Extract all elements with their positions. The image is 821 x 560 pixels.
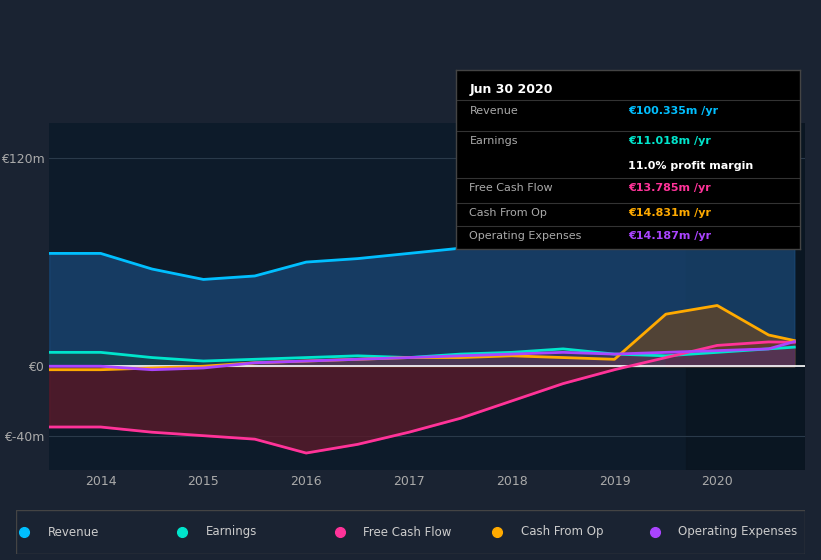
Text: Operating Expenses: Operating Expenses xyxy=(470,231,582,241)
Text: Earnings: Earnings xyxy=(470,136,518,146)
Text: €11.018m /yr: €11.018m /yr xyxy=(628,136,711,146)
Text: €14.831m /yr: €14.831m /yr xyxy=(628,208,711,218)
Text: Free Cash Flow: Free Cash Flow xyxy=(363,525,452,539)
Text: Cash From Op: Cash From Op xyxy=(521,525,603,539)
Text: Earnings: Earnings xyxy=(205,525,257,539)
Bar xyxy=(686,123,805,470)
Text: Revenue: Revenue xyxy=(470,106,518,116)
Text: €14.187m /yr: €14.187m /yr xyxy=(628,231,711,241)
Text: Free Cash Flow: Free Cash Flow xyxy=(470,183,553,193)
Text: €13.785m /yr: €13.785m /yr xyxy=(628,183,711,193)
Text: Revenue: Revenue xyxy=(48,525,99,539)
Text: Cash From Op: Cash From Op xyxy=(470,208,548,218)
Text: €100.335m /yr: €100.335m /yr xyxy=(628,106,718,116)
Text: Operating Expenses: Operating Expenses xyxy=(678,525,798,539)
Text: Jun 30 2020: Jun 30 2020 xyxy=(470,82,553,96)
Text: 11.0% profit margin: 11.0% profit margin xyxy=(628,161,754,171)
